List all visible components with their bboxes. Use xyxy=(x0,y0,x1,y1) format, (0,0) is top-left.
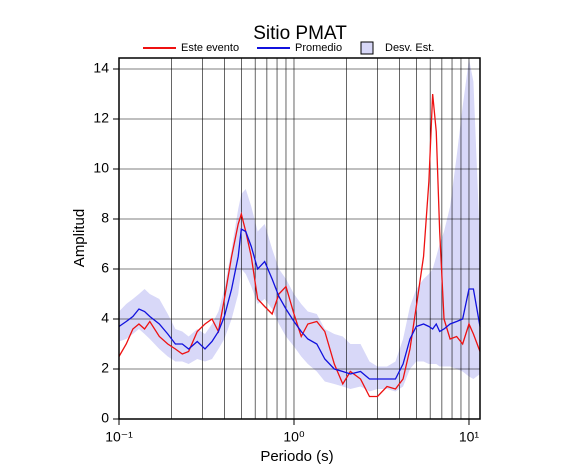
std-band xyxy=(119,59,480,392)
y-axis-label: Amplitud xyxy=(71,209,88,267)
series-line xyxy=(118,93,481,398)
y-tick-label: 10 xyxy=(93,160,109,176)
y-tick-label: 8 xyxy=(101,210,109,226)
y-tick-label: 0 xyxy=(101,410,109,426)
plot-frame xyxy=(118,57,481,420)
y-tick-label: 4 xyxy=(101,310,109,326)
legend-label: Promedio xyxy=(295,42,342,54)
series-line xyxy=(118,227,481,380)
legend-label: Este evento xyxy=(181,42,239,54)
y-tick-label: 14 xyxy=(93,60,109,76)
legend-label: Desv. Est. xyxy=(385,42,434,54)
y-tick-label: 12 xyxy=(93,110,109,126)
x-tick-label: 10¹ xyxy=(459,429,480,445)
legend-swatch xyxy=(360,41,374,55)
y-tick-label: 6 xyxy=(101,260,109,276)
x-axis-label: Periodo (s) xyxy=(260,448,333,465)
chart-title: Sitio PMAT xyxy=(253,23,347,44)
x-tick-label: 10⁻¹ xyxy=(105,429,133,445)
x-tick-label: 10⁰ xyxy=(283,429,305,445)
y-tick-label: 2 xyxy=(101,360,109,376)
